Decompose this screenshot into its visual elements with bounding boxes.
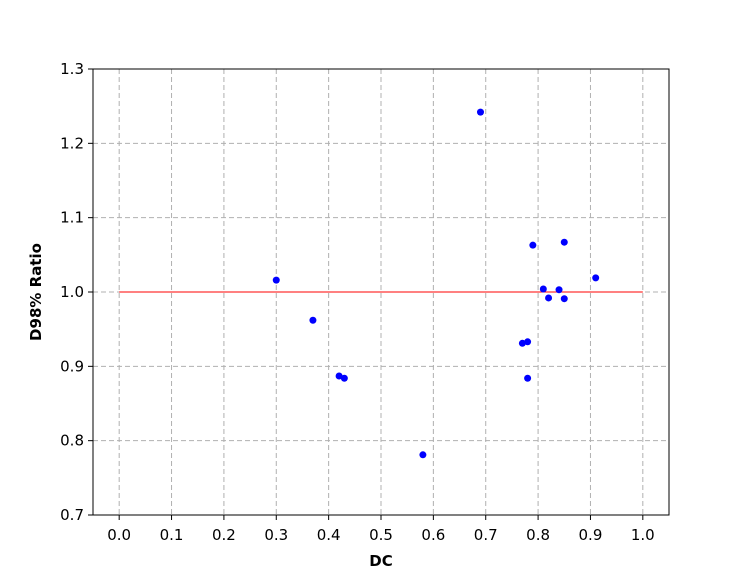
point <box>524 374 532 382</box>
x-tick-label: 0.7 <box>474 526 498 544</box>
y-tick-label: 1.1 <box>60 209 84 227</box>
plot-frame <box>92 68 670 516</box>
x-tick-label: 0.1 <box>160 526 184 544</box>
y-tick-label: 1.3 <box>60 60 84 78</box>
point <box>335 372 343 380</box>
y-axis-label: D98% Ratio <box>27 243 45 341</box>
y-tick-label: 0.9 <box>60 357 84 375</box>
point <box>419 451 427 459</box>
point <box>555 286 563 294</box>
y-tick-label: 0.8 <box>60 432 84 450</box>
point <box>545 294 553 302</box>
point <box>476 108 484 116</box>
point <box>340 374 348 382</box>
y-tick-label: 0.7 <box>60 506 84 524</box>
point <box>592 274 600 282</box>
x-tick-label: 0.3 <box>264 526 288 544</box>
x-tick-label: 0.2 <box>212 526 236 544</box>
point <box>560 295 568 303</box>
point <box>560 238 568 246</box>
point <box>539 285 547 293</box>
y-tick-label: 1.0 <box>60 283 84 301</box>
x-tick-label: 0.0 <box>107 526 131 544</box>
point <box>272 276 280 284</box>
x-tick-label: 0.9 <box>579 526 603 544</box>
point <box>309 316 317 324</box>
point <box>524 338 532 346</box>
x-tick-label: 0.4 <box>317 526 341 544</box>
x-tick-label: 0.5 <box>369 526 393 544</box>
y-tick-label: 1.2 <box>60 134 84 152</box>
x-tick-label: 1.0 <box>631 526 655 544</box>
x-tick-label: 0.6 <box>421 526 445 544</box>
point <box>529 241 537 249</box>
x-tick-label: 0.8 <box>526 526 550 544</box>
x-axis-label: DC <box>369 552 392 570</box>
